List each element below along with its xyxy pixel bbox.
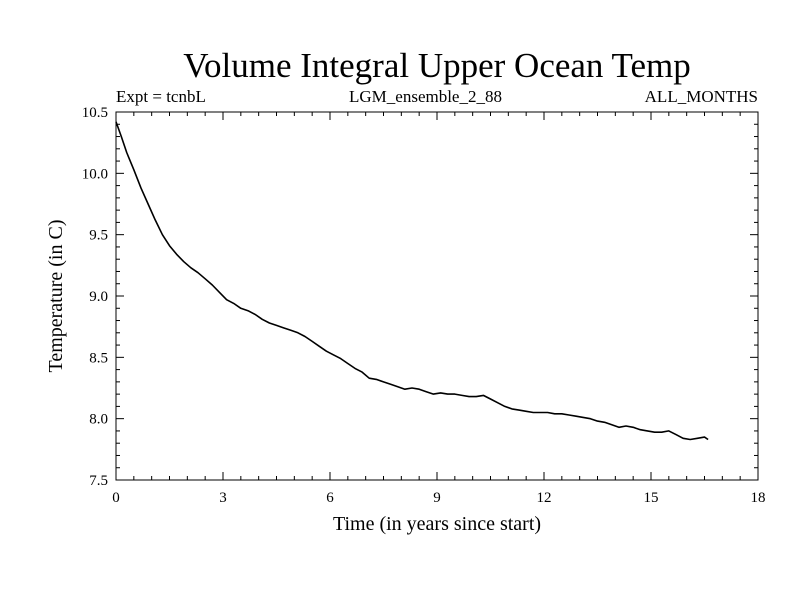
- x-tick-label: 9: [433, 490, 441, 506]
- x-axis: 0 3 6 9 12 15 18: [112, 112, 766, 506]
- y-axis: 7.5 8.0 8.5 9.0 9.5 10.0 10.5: [82, 105, 758, 489]
- y-tick-label: 8.0: [89, 412, 108, 428]
- series-line: [115, 121, 709, 441]
- x-tick-label: 0: [112, 490, 120, 506]
- x-tick-label: 3: [219, 490, 227, 506]
- y-tick-label: 10.5: [82, 105, 108, 121]
- x-tick-label: 18: [751, 490, 766, 506]
- ensemble-label: LGM_ensemble_2_88: [349, 87, 502, 106]
- y-tick-label: 9.0: [89, 289, 108, 305]
- y-tick-label: 9.5: [89, 228, 108, 244]
- chart-title: Volume Integral Upper Ocean Temp: [183, 46, 691, 85]
- y-axis-label: Temperature (in C): [45, 220, 67, 373]
- y-tick-label: 8.5: [89, 350, 108, 366]
- y-tick-label: 7.5: [89, 473, 108, 489]
- experiment-label: Expt = tcnbL: [116, 87, 206, 106]
- plot-frame: [115, 111, 759, 481]
- x-tick-label: 15: [644, 490, 659, 506]
- y-tick-label: 10.0: [82, 166, 108, 182]
- x-axis-label: Time (in years since start): [333, 513, 541, 535]
- x-tick-label: 12: [537, 490, 552, 506]
- x-tick-label: 6: [326, 490, 334, 506]
- months-label: ALL_MONTHS: [644, 87, 758, 106]
